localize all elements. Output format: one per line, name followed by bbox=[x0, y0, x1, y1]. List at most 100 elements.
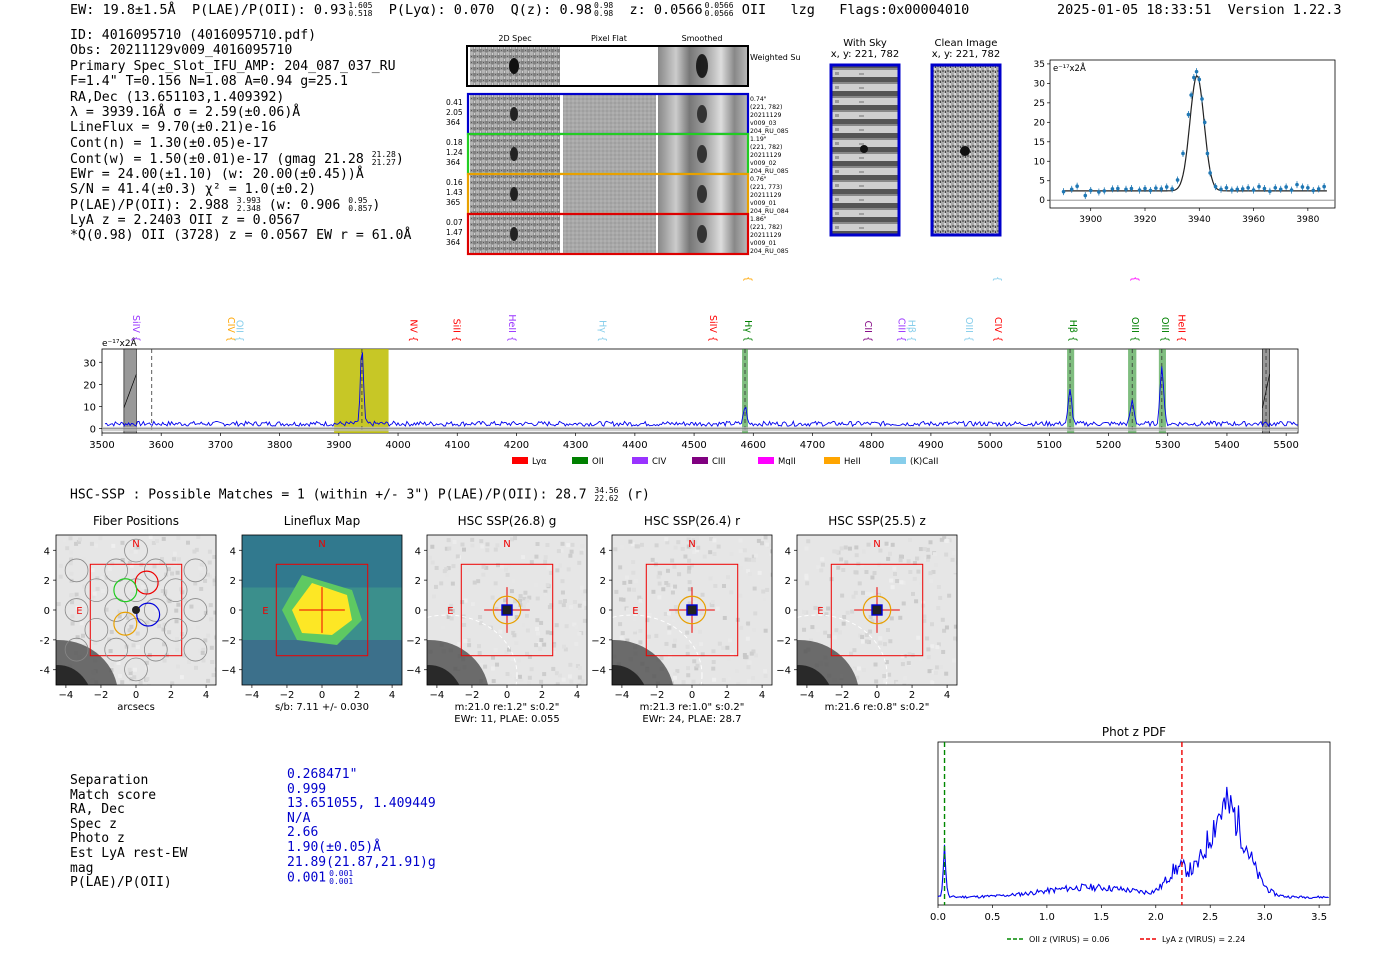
image-panel: Lineflux Map N E −4 −4 −2 −2 0 0 2 2 4 4 s/b: 7.11 +/… bbox=[221, 514, 403, 713]
panel-caption: m:21.3 re:1.0" s:0.2" bbox=[640, 702, 745, 713]
legend-label: OII bbox=[592, 457, 604, 465]
pdf-xtick-label: 2.5 bbox=[1202, 912, 1218, 923]
emission-line-label: CIII { bbox=[895, 318, 906, 342]
image-panel: HSC SSP(26.4) r N E −4 −4 −2 −2 0 0 2 2 4 4 m:21.3 re… bbox=[591, 514, 773, 725]
emission-line-label: CII { bbox=[862, 321, 873, 342]
info-qline: *Q(0.98) OII (3728) z = 0.0567 EW r = 61… bbox=[70, 228, 412, 244]
hsc-line-text: HSC-SSP : Possible Matches = 1 (within +… bbox=[70, 487, 587, 503]
emission-line-label: HeII { bbox=[506, 314, 517, 342]
weighted-sum-strip bbox=[466, 45, 749, 87]
search-box bbox=[460, 563, 554, 657]
match-label: RA, Dec bbox=[70, 802, 125, 818]
zoom-data-point bbox=[1205, 151, 1210, 156]
match-value: 13.651055, 1.409449 bbox=[287, 796, 436, 812]
pdf-xtick-label: 3.5 bbox=[1311, 912, 1327, 923]
fiber-circle bbox=[64, 598, 89, 622]
legend-label: CIII bbox=[712, 457, 725, 465]
full-xtick-label: 3800 bbox=[267, 440, 292, 451]
emission-line-label: CIV { bbox=[225, 317, 236, 342]
emission-line-label: OII { bbox=[233, 320, 244, 342]
fiber-circle bbox=[84, 578, 109, 603]
north-label: N bbox=[688, 539, 695, 550]
zoom-data-point bbox=[1102, 189, 1107, 193]
legend-swatch bbox=[890, 457, 906, 464]
north-label: N bbox=[318, 539, 325, 550]
pdf-legend: OII z (VIRUS) = 0.06 LyA z (VIRUS) = 2.24 bbox=[1007, 935, 1245, 944]
fiber-orange bbox=[113, 611, 138, 636]
search-box bbox=[830, 563, 924, 657]
legend-item: HeII bbox=[824, 457, 861, 465]
image-panel: HSC SSP(26.8) g N E −4 −4 −2 −2 0 0 2 2 4 4 m:21.0 re… bbox=[406, 514, 588, 725]
pdf-legend-lya-label: LyA z (VIRUS) = 2.24 bbox=[1162, 935, 1245, 944]
cutout-row bbox=[466, 132, 750, 176]
full-xtick-label: 4800 bbox=[859, 440, 884, 451]
zoom-xtick-label: 3940 bbox=[1188, 215, 1211, 225]
emission-line-label: MgII { bbox=[1129, 275, 1140, 282]
full-xtick-label: 5200 bbox=[1096, 440, 1121, 451]
row-detail: v009_01 bbox=[750, 240, 777, 247]
legend-swatch bbox=[692, 457, 708, 464]
fiber-circle bbox=[143, 558, 168, 583]
match-label: Spec z bbox=[70, 816, 117, 832]
zoom-ytick-label: 20 bbox=[1034, 118, 1046, 128]
panel-ytick-label: −4 bbox=[406, 666, 421, 677]
panel-caption-2: EWr: 11, PLAE: 0.055 bbox=[454, 714, 560, 725]
panel-ytick-label: 2 bbox=[44, 576, 50, 587]
legend-item: Lyα bbox=[512, 457, 547, 465]
east-label: E bbox=[76, 606, 82, 617]
info-plae-w-lo: 0.857 bbox=[348, 204, 373, 214]
panel-ytick-label: −4 bbox=[40, 666, 50, 677]
emission-line-label: OIII { bbox=[963, 317, 974, 342]
emission-line-label: SiIV { bbox=[130, 315, 141, 342]
match-value: 1.90(±0.05)Å bbox=[287, 839, 381, 855]
zoom-spectrum-chart: 0 5 10 15 20 25 30 35 3900 3920 3940 3960 3980 e⁻¹⁷x2… bbox=[1034, 59, 1336, 225]
zoom-data-point bbox=[1170, 187, 1174, 191]
panel-xtick-label: 0 bbox=[319, 690, 325, 701]
zoom-data-point bbox=[1192, 75, 1196, 80]
source-marker bbox=[501, 604, 513, 616]
panel-caption-2: EWr: 24, PLAE: 28.7 bbox=[642, 714, 741, 725]
panel-ytick-label: 4 bbox=[230, 546, 236, 557]
fiber-circle bbox=[104, 637, 129, 662]
pdf-plot-area bbox=[937, 741, 1331, 906]
panel-xtick-label: −2 bbox=[650, 690, 665, 701]
image-panel: Fiber Positions N E −4 −4 −2 −2 0 0 2 2 4 4 arcsecs bbox=[40, 514, 217, 713]
match-label: Match score bbox=[70, 787, 157, 803]
zoom-data-point bbox=[1159, 187, 1164, 191]
zoom-ytick-label: 35 bbox=[1034, 60, 1045, 70]
emission-line-label: HeII { bbox=[1175, 314, 1186, 342]
row-detail: 204_RU_085 bbox=[750, 128, 789, 135]
panel-ytick-label: −2 bbox=[406, 636, 421, 647]
zoom-data-point bbox=[1097, 190, 1101, 194]
info-lineflux: LineFlux = 9.70(±0.21)e-16 bbox=[70, 120, 277, 136]
info-ewr: EWr = 24.00(±1.10) (w: 20.00(±0.45))Å bbox=[70, 166, 364, 182]
pdf-xtick-label: 1.0 bbox=[1039, 912, 1055, 923]
zoom-data-point bbox=[1224, 185, 1229, 190]
full-xtick-label: 4100 bbox=[445, 440, 470, 451]
panel-image bbox=[242, 535, 402, 685]
emission-line-label: SiIV { bbox=[707, 315, 718, 342]
header-plae-hi: 1.605 bbox=[348, 1, 373, 10]
zoom-data-point bbox=[1230, 188, 1234, 192]
zoom-data-point bbox=[1116, 186, 1120, 191]
panel-xtick-label: 4 bbox=[203, 690, 209, 701]
pdf-xtick-label: 0.5 bbox=[984, 912, 1000, 923]
emission-line-label: OIII { bbox=[1129, 317, 1140, 342]
zoom-unit-label: e⁻¹⁷x2Å bbox=[1053, 62, 1086, 74]
row-detail: 20211129 bbox=[750, 192, 782, 199]
legend-label: HeII bbox=[844, 457, 861, 465]
info-plae-lo: 2.348 bbox=[236, 204, 261, 214]
aperture-circle bbox=[492, 595, 522, 625]
cutout-row bbox=[466, 172, 750, 216]
zoom-data-point bbox=[1213, 184, 1218, 189]
panel-xtick-label: −4 bbox=[59, 690, 74, 701]
fiber-circle bbox=[64, 558, 89, 583]
panel-ytick-label: 0 bbox=[600, 606, 606, 617]
weighted-sum-label: Weighted Sum bbox=[750, 53, 800, 62]
cutout-row bbox=[466, 212, 750, 256]
zoom-data-point bbox=[1235, 187, 1240, 192]
full-xtick-label: 3600 bbox=[148, 440, 173, 451]
